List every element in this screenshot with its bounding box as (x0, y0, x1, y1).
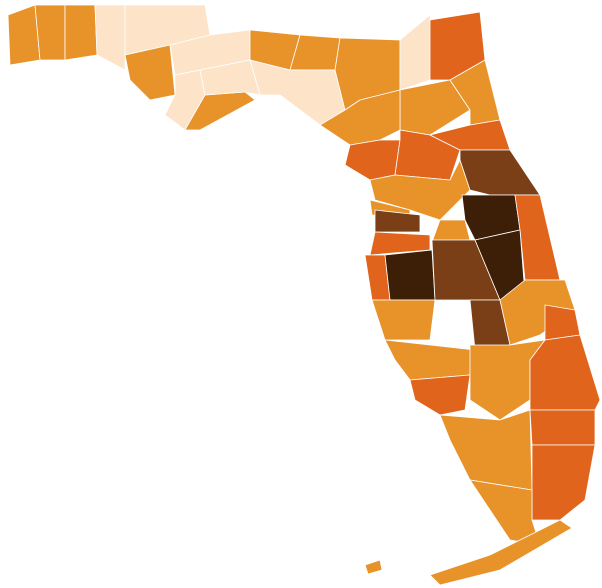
county (371, 299, 436, 341)
county (124, 44, 176, 101)
county (409, 374, 471, 416)
county (384, 339, 476, 381)
county (429, 519, 573, 586)
county (7, 4, 41, 66)
county (199, 59, 261, 96)
county (449, 59, 501, 126)
county (319, 89, 401, 146)
county (529, 334, 601, 411)
county (64, 4, 98, 61)
county (364, 559, 383, 575)
county (431, 219, 471, 243)
county (94, 4, 126, 71)
county (429, 119, 511, 151)
county (459, 149, 541, 196)
county (499, 279, 576, 346)
county (529, 409, 596, 446)
county (344, 139, 401, 181)
county (439, 409, 533, 491)
county (544, 304, 581, 341)
county (384, 249, 436, 301)
county (399, 14, 431, 91)
county (249, 59, 346, 126)
county (374, 209, 421, 233)
county (34, 4, 66, 61)
county (531, 444, 596, 521)
